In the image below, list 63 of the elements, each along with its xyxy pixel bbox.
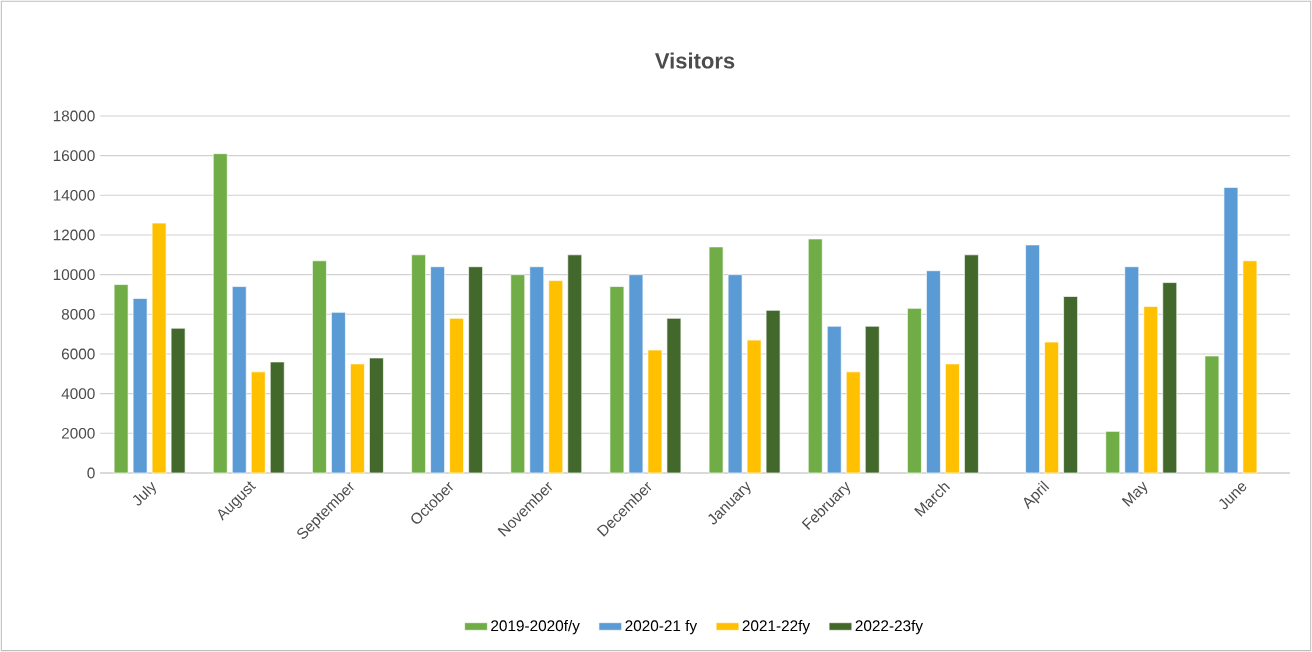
bar (250, 371, 266, 474)
bar (727, 274, 743, 474)
bar (708, 246, 724, 474)
y-tick-label: 18000 (53, 110, 95, 122)
y-tick-label: 2000 (61, 427, 95, 439)
bar (1204, 355, 1220, 474)
bar (609, 286, 625, 474)
bar (350, 363, 365, 474)
bar (666, 317, 682, 474)
bar (170, 327, 186, 474)
y-tick-label: 0 (87, 467, 95, 479)
bar (964, 254, 979, 474)
chart-title: Visitors (655, 52, 735, 69)
bar (430, 266, 445, 474)
bar (331, 312, 346, 474)
bar (765, 310, 781, 474)
bar (864, 325, 880, 474)
bar (567, 254, 583, 474)
bar (845, 371, 861, 474)
y-tick-label: 10000 (53, 269, 95, 281)
bar (647, 349, 663, 474)
bar (1162, 282, 1178, 474)
y-tick-label: 8000 (61, 308, 95, 320)
bar (1143, 306, 1159, 474)
y-tick-label: 4000 (61, 388, 95, 400)
bar (312, 260, 327, 474)
bar (926, 270, 941, 474)
y-tick-label: 6000 (61, 348, 95, 360)
bar (807, 238, 823, 474)
bar (113, 284, 129, 474)
y-tick-label: 14000 (53, 189, 95, 201)
bar (1223, 187, 1239, 474)
bar (468, 266, 483, 474)
bar (1025, 244, 1040, 474)
bar (529, 266, 545, 474)
x-tick-label: July (132, 481, 156, 506)
bar (826, 325, 842, 474)
legend-label: 2022-23fy (855, 619, 923, 635)
bar (628, 274, 644, 474)
bar (212, 153, 228, 474)
bar (1124, 266, 1140, 474)
bar (1242, 260, 1258, 474)
bar (945, 363, 960, 474)
bar (746, 339, 762, 474)
y-tick-label: 12000 (53, 229, 95, 241)
bar (411, 254, 426, 474)
bar (548, 280, 564, 474)
legend-label: 2021-22fy (742, 619, 811, 635)
bar (269, 361, 285, 474)
bar (449, 317, 464, 474)
bar (369, 357, 384, 474)
bar (510, 274, 526, 474)
legend-label: 2020-21 fy (625, 619, 698, 635)
y-tick-label: 16000 (53, 150, 95, 162)
bar (151, 222, 167, 474)
bar (907, 308, 922, 474)
legend-label: 2019-2020f/y (491, 619, 580, 635)
bar (1063, 296, 1078, 474)
bar (1044, 341, 1059, 474)
bar (132, 298, 148, 474)
bar (231, 286, 247, 474)
bar (1105, 431, 1121, 474)
x-tick-label: May (1121, 481, 1148, 507)
